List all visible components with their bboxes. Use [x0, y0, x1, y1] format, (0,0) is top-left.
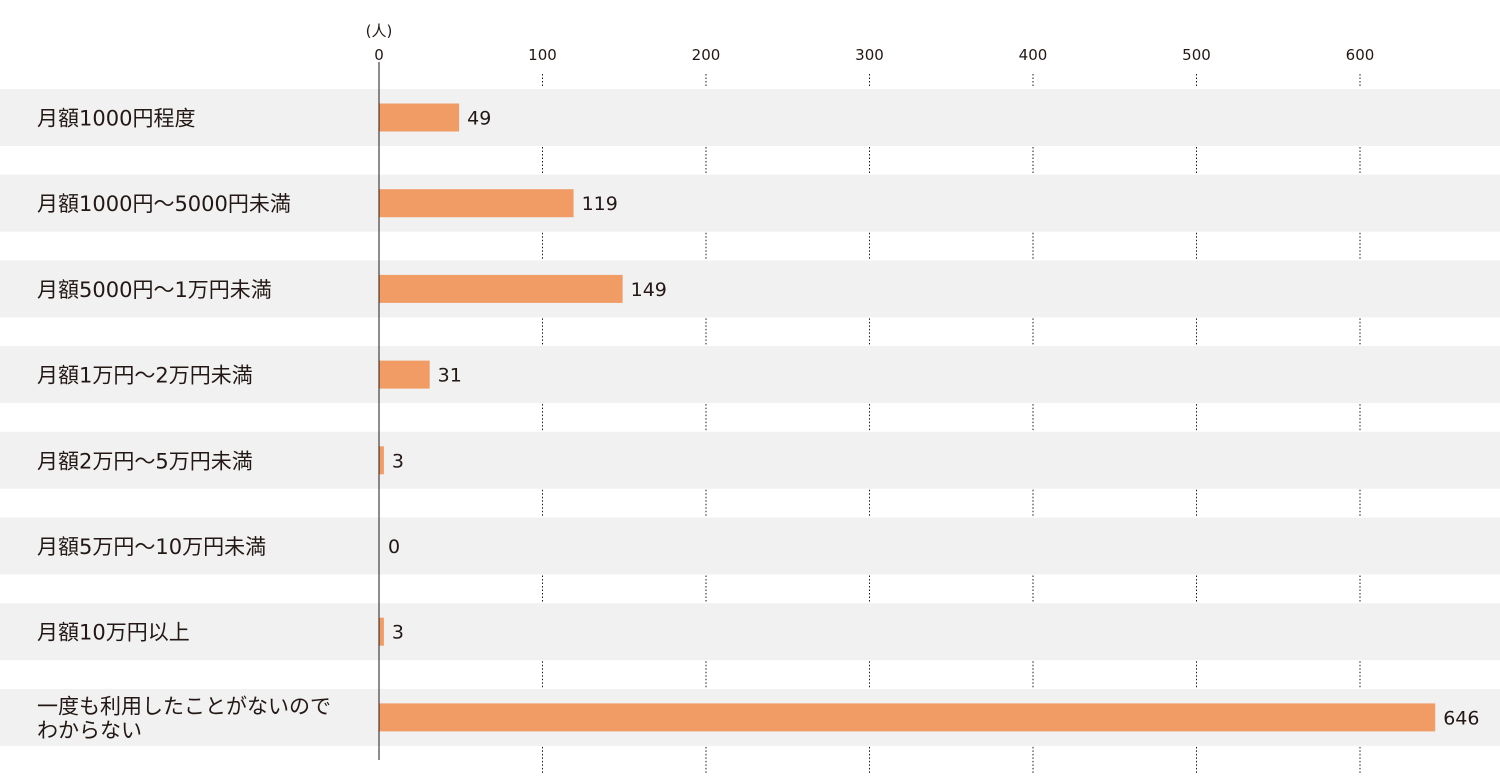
- gridlines: [542, 74, 1361, 774]
- data-label: 119: [582, 193, 618, 215]
- row-band: [0, 260, 1500, 318]
- bar: [379, 274, 623, 303]
- bars: [379, 103, 1436, 732]
- data-label: 646: [1443, 707, 1479, 729]
- axis: 0 100 200 300 400 500 600 (人): [366, 22, 1375, 760]
- tick-label: 500: [1182, 46, 1211, 64]
- category-label: 月額1万円～2万円未満: [37, 364, 253, 388]
- row-band: [0, 603, 1500, 661]
- row-band: [0, 346, 1500, 404]
- tick-label: 100: [528, 46, 557, 64]
- data-label: 49: [467, 108, 491, 130]
- tick-label: 400: [1019, 46, 1048, 64]
- tick-label: 300: [855, 46, 884, 64]
- tick-label: 200: [692, 46, 721, 64]
- row-bands: [0, 89, 1500, 746]
- category-label: 月額5万円～10万円未満: [37, 535, 266, 559]
- bar: [379, 703, 1436, 732]
- data-label: 3: [392, 450, 404, 472]
- row-band: [0, 174, 1500, 232]
- category-label: 月額1000円～5000円未満: [37, 192, 291, 216]
- bar: [379, 617, 384, 646]
- category-label: 月額1000円程度: [37, 107, 195, 131]
- category-label: 月額10万円以上: [37, 621, 190, 645]
- tick-label: 600: [1346, 46, 1375, 64]
- data-label: 0: [388, 536, 400, 558]
- bar: [379, 103, 460, 132]
- category-label: 一度も利用したことがないのでわからない: [37, 694, 331, 742]
- row-band: [0, 431, 1500, 489]
- bar: [379, 189, 574, 218]
- unit-label: (人): [366, 22, 393, 40]
- bar: [379, 360, 430, 389]
- row-band: [0, 89, 1500, 146]
- bar: [379, 446, 384, 475]
- row-band: [0, 517, 1500, 575]
- category-label: 月額5000円～1万円未満: [37, 278, 272, 302]
- data-label: 3: [392, 622, 404, 644]
- category-label: 月額2万円～5万円未満: [37, 449, 253, 473]
- labels: 49 119 149 31 3 0 3 646 月額1000円程度月額1000円～5000円未満…: [37, 107, 1479, 743]
- data-label: 31: [438, 365, 462, 387]
- tick-label: 0: [374, 46, 384, 64]
- data-label: 149: [631, 279, 667, 301]
